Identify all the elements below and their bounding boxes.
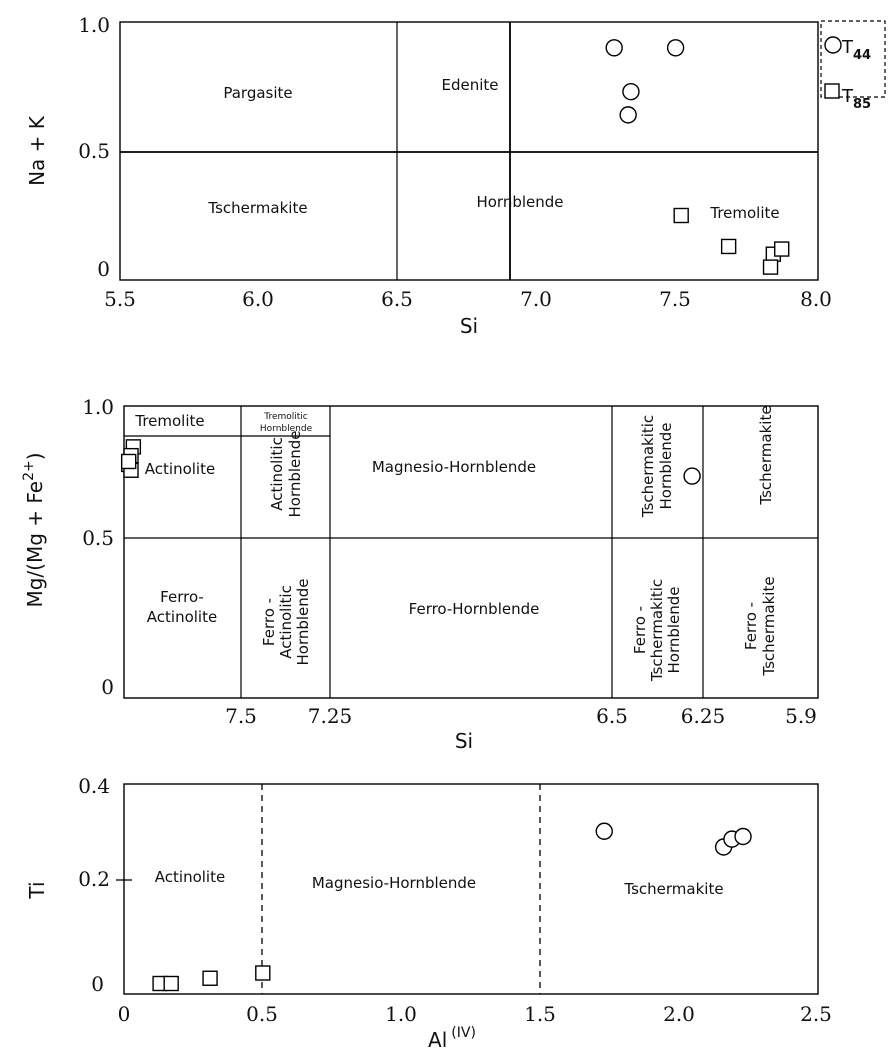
svg-text:Actinolitic: Actinolitic [277,585,295,659]
data-point-circle [734,827,752,846]
svg-text:Hornblende: Hornblende [657,422,675,509]
field-tschermakitic-hornblende: Tschermakitic Hornblende [639,415,675,518]
y-axis-title: Mg/(Mg + Fe2+) [21,452,47,607]
y-tick-label: 0.2 [78,867,110,891]
field-ferro-actinolitic-hornblende: Ferro - Actinolitic Hornblende [260,578,312,665]
y-tick-label: 1.0 [78,13,110,37]
x-tick-label: 0.5 [246,1002,278,1026]
y-axis-title: Na + K [25,115,49,186]
data-point-square [673,207,689,224]
data-point-square [255,965,271,981]
field-ferro-hornblende: Ferro-Hornblende [409,600,540,618]
data-point-circle [605,39,623,57]
panel-3-frame [123,783,819,995]
field-tremolite: Tremolite [134,412,204,430]
data-point-circle [683,467,701,485]
y-tick-label: 0 [91,972,104,996]
field-ferro-actinolite-line2: Actinolite [147,608,217,626]
panel-2-points [120,439,701,485]
x-tick-label: 5.5 [104,287,136,311]
x-tick-label: 6.5 [596,704,628,728]
svg-text:Tschermakitic: Tschermakitic [648,579,666,682]
panel-ti: Actinolite Magnesio-Hornblende Tschermak… [25,774,832,1052]
field-ferro-actinolite-line1: Ferro- [160,588,204,606]
y-tick-label: 0.4 [78,774,110,798]
field-tremolitic-hornblende-line2: Hornblende [260,424,313,434]
field-tschermakite: Tschermakite [757,405,775,505]
x-axis-title: Si [460,314,478,338]
field-magnesio-hornblende: Magnesio-Hornblende [372,458,536,476]
panel-na-k: Pargasite Edenite Tschermakite Hornblend… [25,13,886,338]
x-tick-label: 1.0 [385,1002,417,1026]
data-point-square [163,975,179,992]
field-magnesio-hornblende: Magnesio-Hornblende [312,874,476,892]
field-actinolitic-hornblende: Actinolitic Hornblende [268,430,304,517]
field-tremolite: Tremolite [709,204,779,222]
legend-square-marker [824,83,840,99]
panel-mg-number: Tremolite Tremolitic Hornblende Actinoli… [21,395,819,753]
legend-label-t85: T85 [841,86,871,112]
data-point-square [774,241,790,257]
y-axis-title: Ti [25,881,49,899]
x-tick-label: 6.5 [381,287,413,311]
y-tick-label: 0 [101,675,114,699]
panel-3-points [152,822,752,992]
svg-text:Tschermakite: Tschermakite [760,576,778,676]
data-point-square [120,453,137,470]
svg-text:Ferro -: Ferro - [742,602,760,650]
x-tick-label: 6.0 [242,287,274,311]
svg-text:Hornblende: Hornblende [294,578,312,665]
svg-text:Tschermakitic: Tschermakitic [639,415,657,518]
x-tick-label: 6.25 [681,704,726,728]
x-tick-label: 5.9 [785,704,817,728]
data-point-square [762,259,779,275]
y-tick-label: 0 [97,257,110,281]
y-tick-label: 0.5 [78,139,110,163]
data-point-circle [622,82,640,101]
data-point-circle [595,822,613,840]
y-tick-label: 0.5 [82,526,114,550]
field-ferro-tschermakitic-hornblende: Ferro - Tschermakitic Hornblende [631,579,683,682]
x-tick-label: 2.5 [800,1002,832,1026]
x-tick-label: 7.25 [308,704,353,728]
x-tick-label: 7.5 [225,704,257,728]
svg-text:Actinolitic: Actinolitic [268,437,286,511]
legend: T44 T85 [820,20,886,112]
field-tremolitic-hornblende-line1: Tremolitic [263,412,308,422]
y-tick-label: 1.0 [82,395,114,419]
svg-text:Hornblende: Hornblende [286,430,304,517]
panel-2-frame [123,405,819,699]
svg-text:Hornblende: Hornblende [665,586,683,673]
field-hornblende: Hornblende [476,193,563,211]
x-axis-title: Al (IV) [428,1025,476,1052]
x-tick-label: 1.5 [524,1002,556,1026]
panel-1-frame [119,21,819,281]
field-actinolite: Actinolite [145,460,215,478]
data-point-circle [619,106,637,124]
svg-text:Ferro -: Ferro - [260,598,278,646]
legend-circle-marker [824,36,842,54]
x-axis-title: Si [455,729,473,753]
data-point-square [202,970,218,986]
field-pargasite: Pargasite [223,84,292,102]
panel-1-points [605,39,790,275]
x-tick-label: 2.0 [663,1002,695,1026]
legend-label-t44: T44 [841,37,871,63]
svg-text:Ferro -: Ferro - [631,606,649,654]
field-edenite: Edenite [441,76,498,94]
data-point-circle [666,39,685,57]
legend-box [820,20,886,98]
field-actinolite: Actinolite [155,868,225,886]
field-tschermakite: Tschermakite [207,199,307,217]
data-point-square [720,238,737,255]
x-tick-label: 7.0 [520,287,552,311]
x-tick-label: 7.5 [659,287,691,311]
field-tschermakite: Tschermakite [623,880,723,898]
x-tick-label: 8.0 [800,287,832,311]
x-tick-label: 0 [118,1002,131,1026]
field-ferro-tschermakite: Ferro - Tschermakite [742,576,778,676]
svg-text:Tschermakite: Tschermakite [757,405,775,505]
